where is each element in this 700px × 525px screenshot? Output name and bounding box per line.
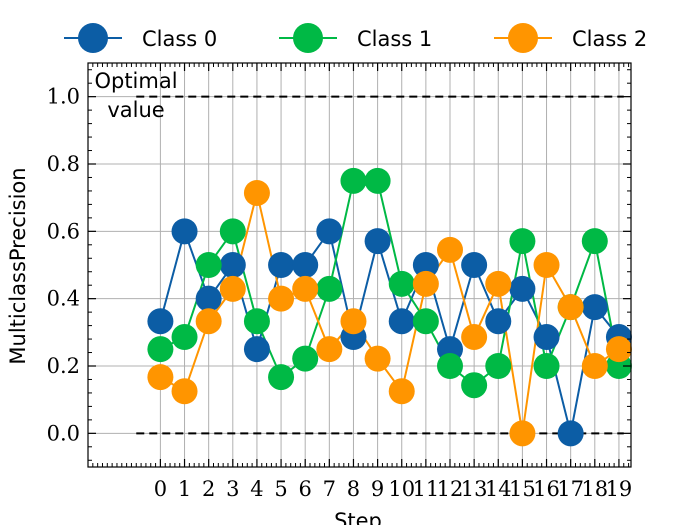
data-point-class-0	[364, 228, 391, 255]
data-point-class-2	[485, 270, 512, 297]
data-point-class-2	[557, 294, 584, 321]
legend-label-class-0: Class 0	[142, 27, 217, 51]
data-point-class-2	[364, 345, 391, 372]
data-point-class-1	[340, 167, 367, 194]
x-tick-label: 10	[388, 477, 415, 501]
data-point-class-2	[388, 378, 415, 405]
legend-marker-class-2	[508, 23, 538, 53]
data-point-class-0	[412, 252, 439, 278]
data-point-class-1	[195, 252, 222, 278]
reference-lines	[136, 95, 624, 435]
y-axis-label: MulticlassPrecision	[6, 167, 30, 364]
data-point-class-2	[533, 252, 560, 278]
y-tick-label: 0.4	[47, 287, 80, 311]
data-point-class-1	[437, 353, 463, 379]
y-tick-label: 0.2	[47, 354, 80, 378]
x-tick-label: 2	[202, 477, 215, 501]
plot-frame	[87, 62, 632, 468]
data-point-class-0	[509, 275, 536, 302]
data-point-class-1	[171, 324, 198, 351]
data-point-class-2	[171, 378, 198, 405]
data-point-class-1	[147, 336, 174, 363]
x-tick-label: 15	[509, 477, 536, 501]
data-point-class-0	[461, 252, 488, 278]
x-tick-label: 13	[461, 477, 488, 501]
data-point-class-2	[605, 336, 632, 363]
x-tick-label: 9	[371, 477, 384, 501]
data-point-class-1	[316, 275, 343, 302]
data-point-class-2	[316, 336, 343, 363]
x-axis-label: Step	[334, 509, 382, 525]
x-tick-label: 5	[274, 477, 287, 501]
legend: Class 0 Class 1 Class 2	[64, 23, 647, 53]
data-point-class-1	[243, 308, 270, 335]
x-tick-label: 17	[557, 477, 584, 501]
data-point-class-0	[581, 294, 608, 321]
data-point-class-2	[340, 308, 367, 335]
annotation-line2: value	[107, 98, 164, 122]
x-tick-label: 6	[299, 477, 312, 501]
series-layer	[147, 167, 632, 447]
x-tick-label: 14	[485, 477, 512, 501]
x-tick-label: 7	[323, 477, 336, 501]
x-tick-label: 16	[533, 477, 560, 501]
x-tick-label: 0	[154, 477, 167, 501]
data-point-class-0	[533, 324, 560, 351]
data-point-class-0	[268, 252, 295, 278]
data-point-class-1	[292, 345, 319, 372]
data-point-class-2	[581, 353, 608, 379]
data-point-class-2	[437, 236, 463, 263]
x-tick-label: 18	[581, 477, 608, 501]
data-point-class-0	[195, 285, 222, 312]
y-tick-label: 0.8	[47, 152, 80, 176]
data-point-class-2	[509, 420, 536, 447]
data-point-class-1	[533, 353, 560, 379]
axis-ticks	[88, 63, 631, 467]
data-point-class-1	[412, 308, 439, 335]
data-point-class-1	[581, 228, 608, 255]
data-point-class-0	[388, 308, 415, 335]
data-point-class-2	[412, 270, 439, 297]
data-point-class-1	[509, 228, 536, 255]
data-point-class-2	[243, 179, 270, 206]
data-point-class-0	[316, 218, 343, 245]
data-point-class-0	[243, 336, 270, 363]
data-point-class-1	[461, 372, 488, 399]
legend-marker-class-0	[78, 23, 108, 53]
data-point-class-0	[557, 420, 584, 447]
data-point-class-0	[147, 308, 174, 335]
data-point-class-0	[485, 308, 512, 335]
y-tick-label: 1.0	[47, 85, 80, 109]
x-tick-label: 3	[226, 477, 239, 501]
data-point-class-2	[195, 308, 222, 335]
data-point-class-2	[268, 285, 295, 312]
x-tick-label: 1	[178, 477, 191, 501]
data-point-class-2	[147, 364, 174, 391]
x-tick-label: 4	[250, 477, 263, 501]
data-point-class-0	[292, 252, 319, 278]
x-tick-label: 12	[437, 477, 464, 501]
data-point-class-1	[219, 218, 246, 245]
x-tick-label: 11	[412, 477, 439, 501]
data-point-class-2	[292, 275, 319, 302]
data-point-class-1	[388, 270, 415, 297]
legend-label-class-2: Class 2	[572, 27, 647, 51]
data-point-class-2	[461, 324, 488, 351]
legend-marker-class-1	[293, 23, 323, 53]
data-point-class-1	[485, 353, 512, 379]
x-tick-label: 19	[606, 477, 633, 501]
x-tick-label: 8	[347, 477, 360, 501]
data-point-class-0	[171, 218, 198, 245]
y-tick-label: 0.6	[47, 219, 80, 243]
y-tick-labels: 0.0 0.2 0.4 0.6 0.8 1.0	[47, 85, 80, 446]
data-point-class-1	[268, 364, 295, 391]
data-point-class-0	[219, 252, 246, 278]
legend-label-class-1: Class 1	[357, 27, 432, 51]
y-tick-label: 0.0	[47, 421, 80, 445]
data-point-class-2	[219, 275, 246, 302]
annotation-line1: Optimal	[94, 69, 177, 93]
data-point-class-1	[364, 167, 391, 194]
